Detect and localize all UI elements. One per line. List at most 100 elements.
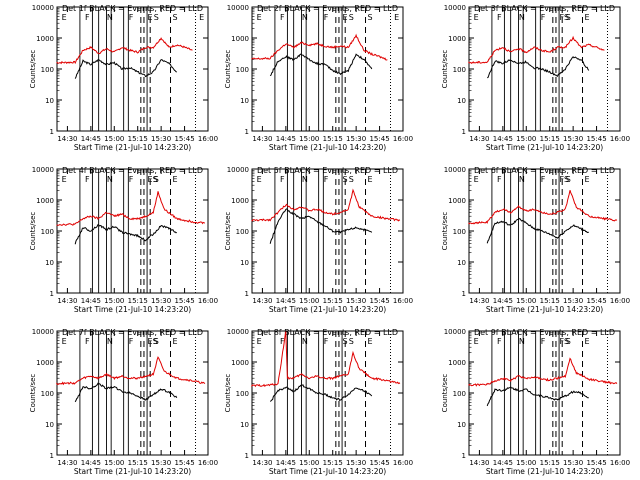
top-marker-label: S	[566, 13, 571, 22]
lld-series-line	[56, 37, 193, 65]
top-marker-label: E	[343, 13, 348, 22]
y-tick-label: 1	[462, 452, 466, 460]
y-tick-label: 10	[240, 421, 249, 429]
top-marker-label: E	[368, 337, 373, 346]
y-axis-label: Counts/sec	[29, 212, 37, 251]
x-axis-label: Start Time (21-Jul-10 14:23:20)	[74, 143, 191, 152]
x-axis-label: Start Time (21-Jul-10 14:23:20)	[74, 305, 191, 314]
events-series-line	[74, 382, 178, 403]
y-tick-label: 10	[45, 421, 54, 429]
top-marker-label: E	[474, 175, 479, 184]
top-marker-label: F	[280, 13, 285, 22]
x-tick-label: 15:30	[346, 297, 366, 305]
x-tick-label: 15:15	[128, 459, 148, 467]
y-tick-label: 1	[245, 452, 249, 460]
top-marker-label: F	[129, 175, 134, 184]
x-axis-label: Start Time (21-Jul-10 14:23:20)	[269, 143, 386, 152]
y-tick-label: 1000	[231, 35, 249, 43]
y-tick-label: 10	[457, 97, 466, 105]
x-tick-label: 15:15	[540, 135, 560, 143]
x-tick-label: 15:45	[586, 135, 606, 143]
top-marker-label: E	[585, 13, 590, 22]
x-tick-label: 14:30	[469, 135, 489, 143]
top-marker-label: F	[85, 13, 90, 22]
x-tick-label: 15:00	[299, 459, 319, 467]
x-tick-label: 15:30	[346, 135, 366, 143]
x-tick-label: 15:45	[174, 135, 194, 143]
top-marker-label: E	[474, 13, 479, 22]
top-marker-label: E	[62, 13, 67, 22]
x-tick-label: 14:45	[276, 135, 296, 143]
x-tick-label: 15:30	[151, 459, 171, 467]
x-tick-label: 14:30	[252, 459, 272, 467]
x-tick-label: 15:45	[586, 459, 606, 467]
chart-panel: Det 6f BLACK = Events, RED = LLD 1 10 100 10…	[441, 166, 630, 314]
x-tick-label: 14:30	[57, 459, 77, 467]
top-marker-label: N	[519, 175, 525, 184]
x-tick-label: 14:30	[252, 135, 272, 143]
x-tick-label: 14:45	[81, 297, 101, 305]
x-tick-label: 15:45	[369, 297, 389, 305]
chart-panel: Det 1f BLACK = Events, RED = LLD 1 10 100 10…	[29, 4, 218, 152]
y-tick-label: 1	[50, 128, 54, 136]
x-axis-label: Start Time (21-Jul-10 14:23:20)	[486, 143, 603, 152]
x-tick-label: 15:00	[104, 135, 124, 143]
x-tick-label: 16:00	[198, 459, 218, 467]
y-tick-label: 1000	[36, 197, 54, 205]
top-marker-label: S	[349, 175, 354, 184]
y-tick-label: 1000	[448, 359, 466, 367]
y-tick-label: 1	[50, 290, 54, 298]
y-tick-label: 10000	[227, 166, 249, 174]
y-tick-label: 1000	[448, 35, 466, 43]
events-series-line	[486, 217, 589, 244]
x-tick-label: 15:30	[563, 135, 583, 143]
top-marker-label: S	[566, 337, 571, 346]
x-tick-label: 16:00	[198, 297, 218, 305]
top-marker-label: N	[302, 175, 308, 184]
top-marker-label: F	[280, 337, 285, 346]
y-axis-label: Counts/sec	[441, 50, 449, 89]
events-series-line	[269, 53, 373, 77]
lld-series-line	[468, 357, 618, 387]
x-tick-label: 14:45	[493, 135, 513, 143]
x-tick-label: 15:00	[299, 297, 319, 305]
lld-series-line	[251, 331, 401, 388]
events-series-line	[486, 386, 589, 407]
top-marker-label: F	[129, 13, 134, 22]
y-tick-label: 100	[41, 66, 54, 74]
y-tick-label: 10	[45, 259, 54, 267]
top-marker-label: FS	[560, 13, 570, 22]
top-marker-label: E	[173, 337, 178, 346]
y-tick-label: 100	[236, 228, 249, 236]
x-tick-label: 16:00	[610, 135, 630, 143]
top-marker-label: S	[343, 175, 348, 184]
y-tick-label: 1000	[231, 359, 249, 367]
y-tick-label: 10	[240, 97, 249, 105]
x-tick-label: 15:45	[369, 135, 389, 143]
y-tick-label: 10	[45, 97, 54, 105]
chart-title: Det 1f BLACK = Events, RED = LLD	[62, 4, 203, 13]
y-tick-label: 10000	[444, 328, 466, 336]
x-tick-label: 14:45	[81, 459, 101, 467]
x-tick-label: 15:00	[104, 459, 124, 467]
y-tick-label: 1000	[36, 359, 54, 367]
y-axis-label: Counts/sec	[441, 212, 449, 251]
events-series-line	[74, 224, 178, 245]
top-marker-label: F	[280, 175, 285, 184]
x-tick-label: 15:15	[128, 135, 148, 143]
y-axis-label: Counts/sec	[224, 374, 232, 413]
x-tick-label: 15:30	[346, 459, 366, 467]
y-tick-label: 1	[50, 452, 54, 460]
top-marker-label: S	[154, 337, 159, 346]
y-tick-label: 10000	[32, 166, 54, 174]
top-marker-label: N	[107, 13, 113, 22]
x-tick-label: 14:30	[469, 297, 489, 305]
x-tick-label: 15:00	[516, 459, 536, 467]
y-tick-label: 10	[240, 259, 249, 267]
lld-series-line	[251, 33, 388, 61]
x-tick-label: 15:45	[174, 459, 194, 467]
y-axis-label: Counts/sec	[441, 374, 449, 413]
top-marker-label: F	[541, 175, 546, 184]
chart-title: Det 4f BLACK = Events, RED = LLD	[62, 166, 203, 175]
x-tick-label: 15:15	[128, 297, 148, 305]
